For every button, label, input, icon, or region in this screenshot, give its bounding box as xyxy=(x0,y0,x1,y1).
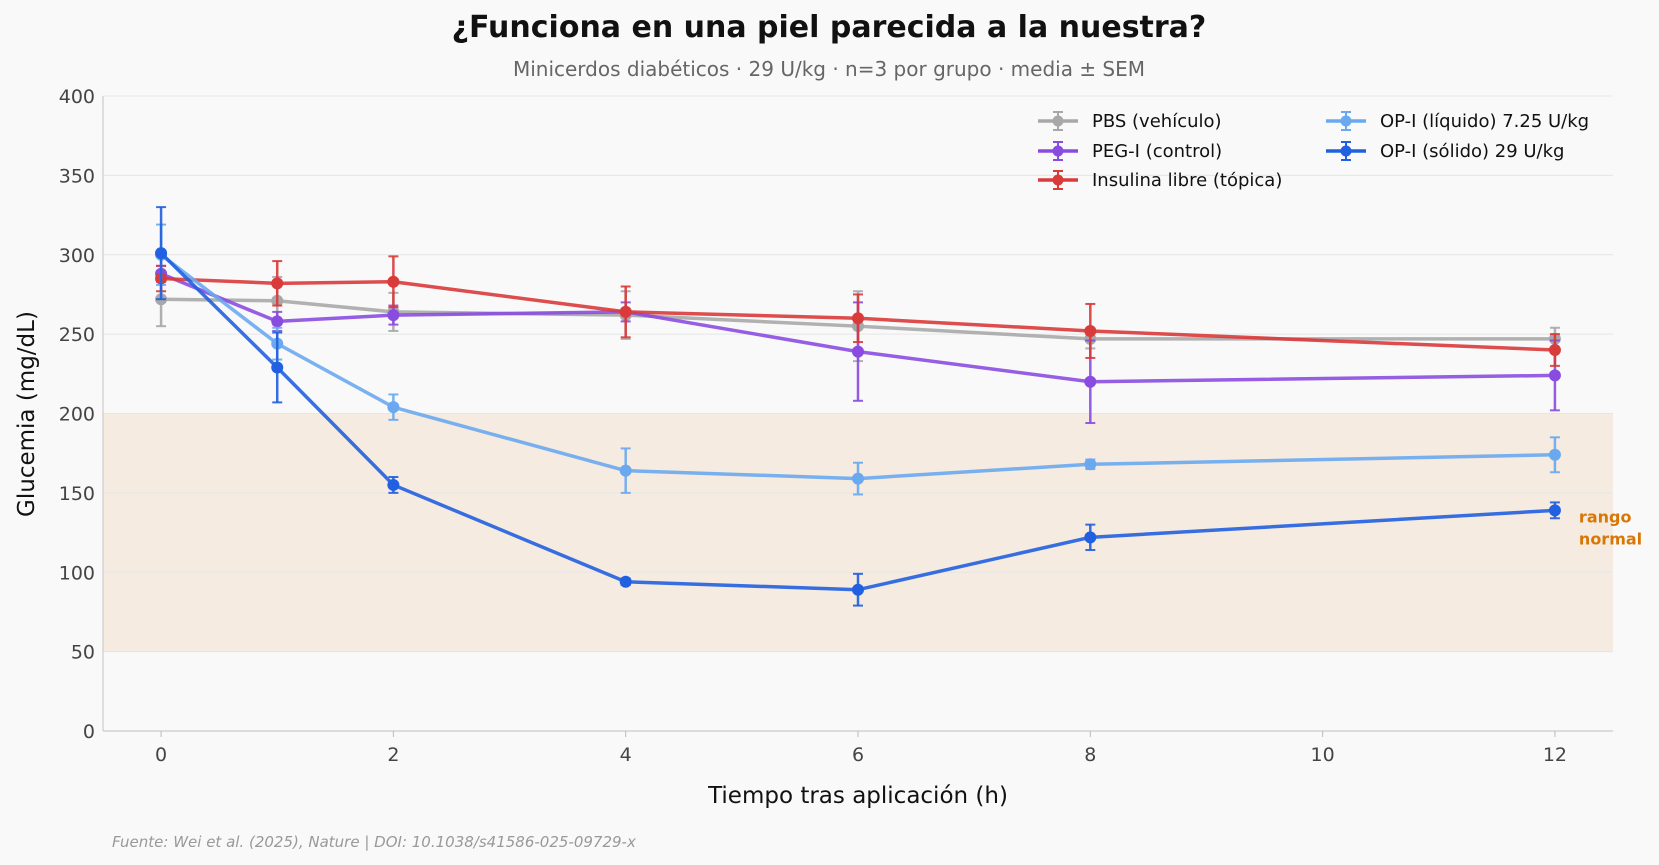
legend-marker xyxy=(1340,115,1352,127)
legend-marker xyxy=(1052,115,1064,127)
data-point xyxy=(1548,504,1561,517)
data-point xyxy=(1084,531,1097,544)
y-tick-label: 400 xyxy=(59,86,95,108)
legend-item-2: PEG-I (control) xyxy=(1038,141,1222,162)
data-point xyxy=(155,247,168,260)
chart-title: ¿Funciona en una piel parecida a la nues… xyxy=(452,10,1207,45)
data-point xyxy=(387,309,400,322)
legend-label: OP-I (sólido) 29 U/kg xyxy=(1380,141,1564,162)
data-point xyxy=(1548,344,1561,356)
data-point xyxy=(852,472,864,485)
data-point xyxy=(619,575,632,588)
y-tick-label: 250 xyxy=(59,324,95,346)
legend-label: PEG-I (control) xyxy=(1092,141,1222,162)
x-tick-label: 6 xyxy=(852,744,864,766)
y-tick-label: 50 xyxy=(71,642,95,664)
data-point xyxy=(387,275,400,288)
data-point xyxy=(852,312,864,325)
y-tick-label: 350 xyxy=(59,165,95,187)
legend-label: PBS (vehículo) xyxy=(1092,111,1222,132)
y-tick-label: 300 xyxy=(59,245,95,267)
data-point xyxy=(1084,375,1097,388)
series-2 xyxy=(155,264,1561,425)
x-tick-label: 0 xyxy=(155,744,167,766)
data-point xyxy=(852,345,864,358)
data-point xyxy=(619,305,632,318)
series-3 xyxy=(155,255,1561,367)
legend-item-1: PBS (vehículo) xyxy=(1038,111,1222,132)
plot-area: 0 50 100 150 200 250 300 350 400 0 2 4 6 8 10 12 rango no… xyxy=(59,86,1642,766)
data-point xyxy=(387,478,400,491)
data-point xyxy=(387,401,400,414)
y-axis-label: Glucemia (mg/dL) xyxy=(14,311,40,517)
legend-item-4: OP-I (líquido) 7.25 U/kg xyxy=(1326,111,1589,132)
series-5 xyxy=(155,206,1561,607)
data-point xyxy=(271,277,284,290)
x-tick-label: 4 xyxy=(620,744,632,766)
x-tick-label: 12 xyxy=(1543,744,1567,766)
data-point xyxy=(852,583,864,596)
band-label-line2: normal xyxy=(1579,530,1642,549)
legend-item-3: Insulina libre (tópica) xyxy=(1038,170,1282,191)
y-tick-label: 0 xyxy=(83,721,95,743)
y-tick-label: 200 xyxy=(59,404,95,426)
y-tick-label: 100 xyxy=(59,562,95,584)
band-label-line1: rango xyxy=(1579,508,1632,527)
legend-label: OP-I (líquido) 7.25 U/kg xyxy=(1380,111,1589,132)
legend-marker xyxy=(1052,174,1064,186)
data-point xyxy=(271,315,284,328)
legend-marker xyxy=(1052,145,1064,157)
data-point xyxy=(1548,448,1561,461)
x-tick-label: 8 xyxy=(1084,744,1096,766)
x-tick-label: 2 xyxy=(387,744,399,766)
legend: PBS (vehículo) PEG-I (control) Insulina li… xyxy=(1038,111,1589,191)
data-point xyxy=(1084,458,1097,471)
x-axis-label: Tiempo tras aplicación (h) xyxy=(707,783,1008,809)
normal-range-band xyxy=(103,413,1613,652)
legend-item-5: OP-I (sólido) 29 U/kg xyxy=(1326,141,1564,162)
source-note: Fuente: Wei et al. (2025), Nature | DOI:… xyxy=(112,833,636,851)
data-point xyxy=(1084,324,1097,337)
data-point xyxy=(1548,369,1561,382)
y-tick-label: 150 xyxy=(59,483,95,505)
chart-subtitle: Minicerdos diabéticos · 29 U/kg · n=3 po… xyxy=(513,57,1145,81)
data-point xyxy=(271,361,284,374)
legend-marker xyxy=(1340,145,1352,157)
x-tick-label: 10 xyxy=(1311,744,1335,766)
data-point xyxy=(619,464,632,477)
legend-label: Insulina libre (tópica) xyxy=(1092,170,1282,191)
